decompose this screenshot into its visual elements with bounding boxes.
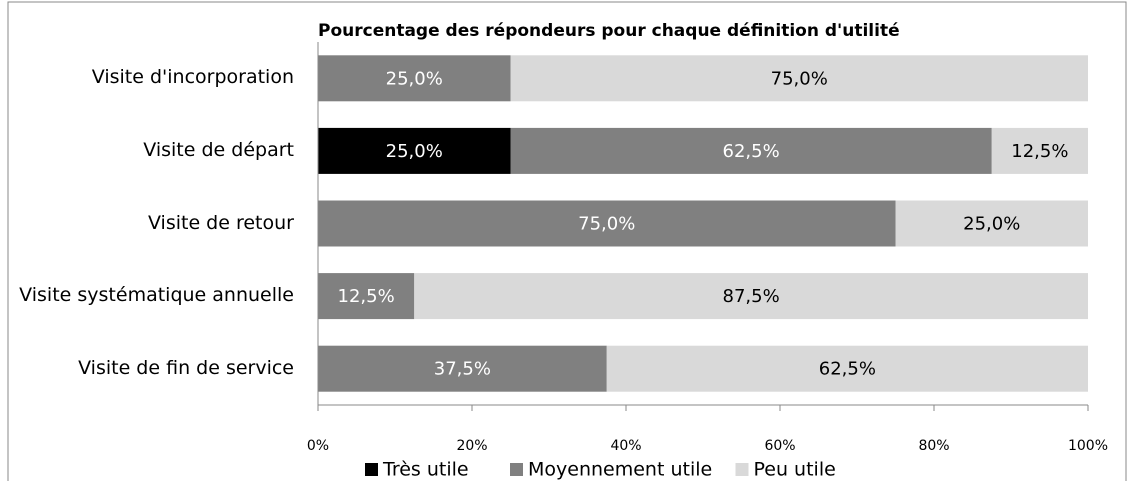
y-tick-text: Visite de départ xyxy=(143,139,294,162)
chart-title: Pourcentage des répondeurs pour chaque d… xyxy=(318,21,900,41)
y-tick-label: Visite de fin de service xyxy=(4,339,294,399)
bar-segment xyxy=(414,273,1088,320)
data-label: 25,0% xyxy=(386,141,443,162)
data-label: 62,5% xyxy=(819,359,876,380)
y-tick-label: Visite de retour xyxy=(4,194,294,254)
y-tick-text: Visite d'incorporation xyxy=(91,66,294,89)
legend-label: Moyennement utile xyxy=(528,459,712,481)
y-tick-label: Visite systématique annuelle xyxy=(4,266,294,326)
x-tick-label: 80% xyxy=(918,438,949,454)
data-label: 12,5% xyxy=(1011,141,1068,162)
x-tick-label: 40% xyxy=(610,438,641,454)
legend-label: Peu utile xyxy=(754,459,836,481)
y-tick-label: Visite de départ xyxy=(4,121,294,181)
x-tick-label: 0% xyxy=(307,438,329,454)
x-tick-label: 20% xyxy=(456,438,487,454)
bar-segment xyxy=(510,127,992,174)
x-tick-label: 100% xyxy=(1068,438,1108,454)
y-tick-text: Visite de retour xyxy=(147,211,294,234)
bar-segment xyxy=(606,345,1088,392)
y-tick-text: Visite systématique annuelle xyxy=(19,284,294,307)
bar-segment xyxy=(318,345,607,392)
bar-segment xyxy=(318,55,511,102)
x-tick-label: 60% xyxy=(764,438,795,454)
data-label: 25,0% xyxy=(963,214,1020,235)
bar-segment xyxy=(895,200,1088,247)
bar-segment xyxy=(318,200,896,247)
data-label: 25,0% xyxy=(386,68,443,89)
legend-label: Très utile xyxy=(382,459,469,481)
legend-swatch xyxy=(735,463,749,476)
data-label: 75,0% xyxy=(578,214,635,235)
bar-segment xyxy=(991,127,1088,174)
bar-segment xyxy=(318,273,415,320)
chart-frame xyxy=(7,1,1127,481)
data-label: 12,5% xyxy=(338,286,395,307)
legend-swatch xyxy=(365,463,378,476)
y-tick-text: Visite de fin de service xyxy=(78,356,294,379)
data-label: 37,5% xyxy=(434,359,491,380)
data-label: 62,5% xyxy=(723,141,780,162)
data-label: 87,5% xyxy=(723,286,780,307)
data-label: 75,0% xyxy=(771,68,828,89)
legend-swatch xyxy=(510,463,523,476)
bar-segment xyxy=(318,127,511,174)
bar-segment xyxy=(510,55,1088,102)
y-tick-label: Visite d'incorporation xyxy=(4,48,294,108)
